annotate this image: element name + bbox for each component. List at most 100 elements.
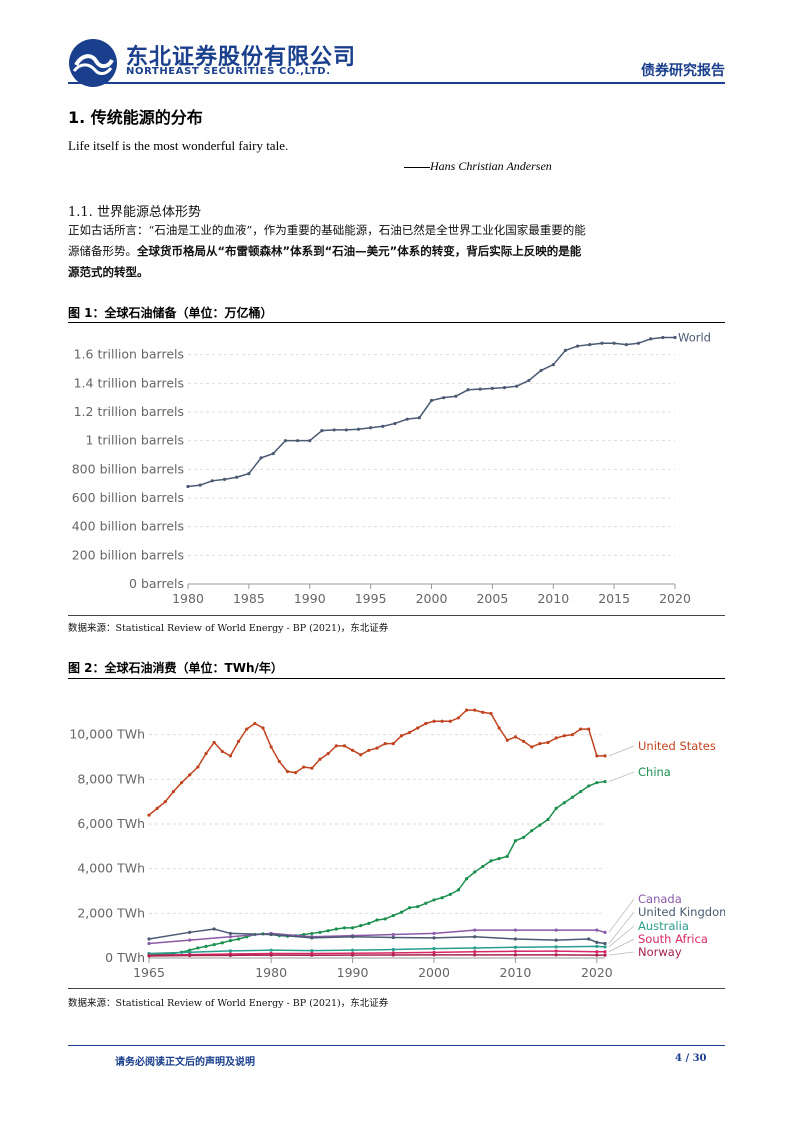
- consumption-x-tick-label: 2020: [581, 965, 613, 980]
- reserves-data-point: [308, 439, 312, 443]
- reserves-data-point: [198, 483, 202, 487]
- company-name-cn: 东北证券股份有限公司: [126, 45, 357, 70]
- figure2-top-rule: [68, 678, 725, 679]
- consumption-data-point: [196, 765, 200, 769]
- reserves-data-point: [478, 387, 482, 391]
- consumption-data-point: [603, 950, 607, 954]
- consumption-data-point: [204, 944, 208, 948]
- figure2-source: 数据来源：Statistical Review of World Energy …: [68, 998, 389, 1009]
- reserves-data-point: [600, 341, 604, 345]
- consumption-data-point: [456, 888, 461, 892]
- consumption-data-point: [587, 937, 591, 941]
- consumption-data-point: [350, 926, 355, 930]
- reserves-data-point: [235, 475, 239, 479]
- reserves-data-point: [551, 363, 555, 367]
- consumption-data-point: [212, 740, 216, 745]
- consumption-data-point: [464, 877, 469, 881]
- consumption-data-point: [440, 719, 444, 723]
- consumption-data-point: [391, 935, 395, 940]
- reserves-y-tick-label: 1 trillion barrels: [86, 433, 184, 448]
- consumption-data-point: [212, 927, 216, 931]
- consumption-data-point: [497, 726, 501, 730]
- consumption-data-point: [530, 745, 534, 749]
- consumption-y-tick-label: 2,000 TWh: [77, 905, 145, 920]
- consumption-data-point: [595, 928, 599, 932]
- consumption-data-point: [432, 953, 436, 957]
- reserves-x-tick-label: 2020: [659, 591, 691, 606]
- paragraph-normal-text: 正如古话所言：“石油是工业的血液”，作为重要的基础能源，石油已然是全世界工业化国…: [68, 223, 586, 258]
- consumption-data-point: [538, 823, 542, 827]
- consumption-data-point: [350, 748, 355, 752]
- footer-divider: [68, 1045, 725, 1046]
- consumption-data-point: [473, 708, 477, 712]
- consumption-data-point: [147, 937, 151, 941]
- consumption-data-point: [481, 710, 485, 714]
- reserves-data-point: [295, 439, 300, 443]
- consumption-y-tick-label: 8,000 TWh: [77, 771, 145, 786]
- em-dash-line: [404, 166, 430, 168]
- consumption-data-point: [228, 931, 233, 936]
- reserves-data-point: [259, 456, 263, 460]
- consumption-x-tick-label: 2000: [418, 965, 450, 980]
- figure1-source: 数据来源：Statistical Review of World Energy …: [68, 623, 389, 634]
- consumption-series-label: Norway: [638, 945, 682, 959]
- consumption-data-point: [245, 727, 249, 731]
- consumption-data-point: [464, 708, 469, 712]
- reserves-x-tick-label: 2005: [476, 591, 508, 606]
- reserves-data-point: [636, 341, 641, 345]
- consumption-data-point: [595, 950, 599, 954]
- consumption-data-point: [505, 738, 509, 742]
- consumption-data-point: [367, 748, 371, 752]
- consumption-data-point: [473, 953, 477, 957]
- consumption-data-point: [147, 954, 151, 958]
- consumption-series-line: [148, 928, 606, 945]
- consumption-data-point: [587, 727, 591, 731]
- reserves-data-point: [539, 368, 543, 373]
- reserves-x-tick-label: 2010: [537, 591, 569, 606]
- reserves-data-point: [502, 386, 507, 390]
- consumption-data-point: [293, 771, 298, 775]
- reserves-data-point: [661, 335, 665, 340]
- consumption-data-point: [326, 929, 330, 933]
- reserves-data-point: [442, 396, 446, 400]
- consumption-data-point: [448, 892, 452, 896]
- reserves-data-point: [576, 344, 580, 348]
- consumption-data-point: [212, 943, 216, 947]
- consumption-data-point: [375, 918, 379, 922]
- section-title: 1. 传统能源的分布: [68, 108, 203, 127]
- consumption-y-tick-label: 6,000 TWh: [77, 816, 145, 831]
- consumption-data-point: [391, 953, 395, 957]
- consumption-data-point: [375, 746, 379, 750]
- consumption-data-point: [147, 941, 151, 946]
- consumption-data-point: [350, 935, 355, 939]
- reserves-data-point: [332, 428, 336, 432]
- consumption-data-point: [587, 784, 591, 788]
- consumption-label-leader: [608, 911, 635, 944]
- consumption-data-point: [505, 854, 509, 858]
- consumption-data-point: [432, 947, 436, 951]
- epigraph-author: Hans Christian Andersen: [404, 159, 552, 174]
- reserves-data-point: [210, 479, 214, 483]
- consumption-data-point: [513, 953, 518, 957]
- consumption-data-point: [513, 945, 518, 949]
- company-name-en: NORTHEAST SECURITIES CO.,LTD.: [126, 66, 331, 77]
- consumption-data-point: [440, 896, 444, 900]
- reserves-data-point: [490, 386, 494, 390]
- consumption-data-point: [310, 936, 314, 940]
- consumption-data-point: [595, 944, 599, 948]
- oil-consumption-chart: 0 TWh 2,000 TWh 4,000 TWh 6,000 TWh 8,000 TW…: [69, 708, 725, 980]
- consumption-data-point: [530, 829, 534, 833]
- consumption-data-point: [603, 930, 607, 934]
- consumption-data-point: [546, 817, 550, 822]
- consumption-data-point: [424, 721, 428, 726]
- consumption-data-point: [179, 781, 184, 785]
- consumption-data-point: [554, 806, 558, 810]
- figure1-title: 图 1：全球石油储备（单位：万亿桶）: [68, 306, 273, 320]
- consumption-data-point: [473, 946, 477, 950]
- consumption-data-point: [228, 938, 233, 943]
- reserves-data-point: [466, 388, 470, 392]
- consumption-data-point: [277, 759, 281, 764]
- consumption-data-point: [432, 898, 436, 902]
- reserves-y-tick-label: 1.6 trillion barrels: [74, 347, 184, 362]
- consumption-label-leader: [608, 925, 635, 948]
